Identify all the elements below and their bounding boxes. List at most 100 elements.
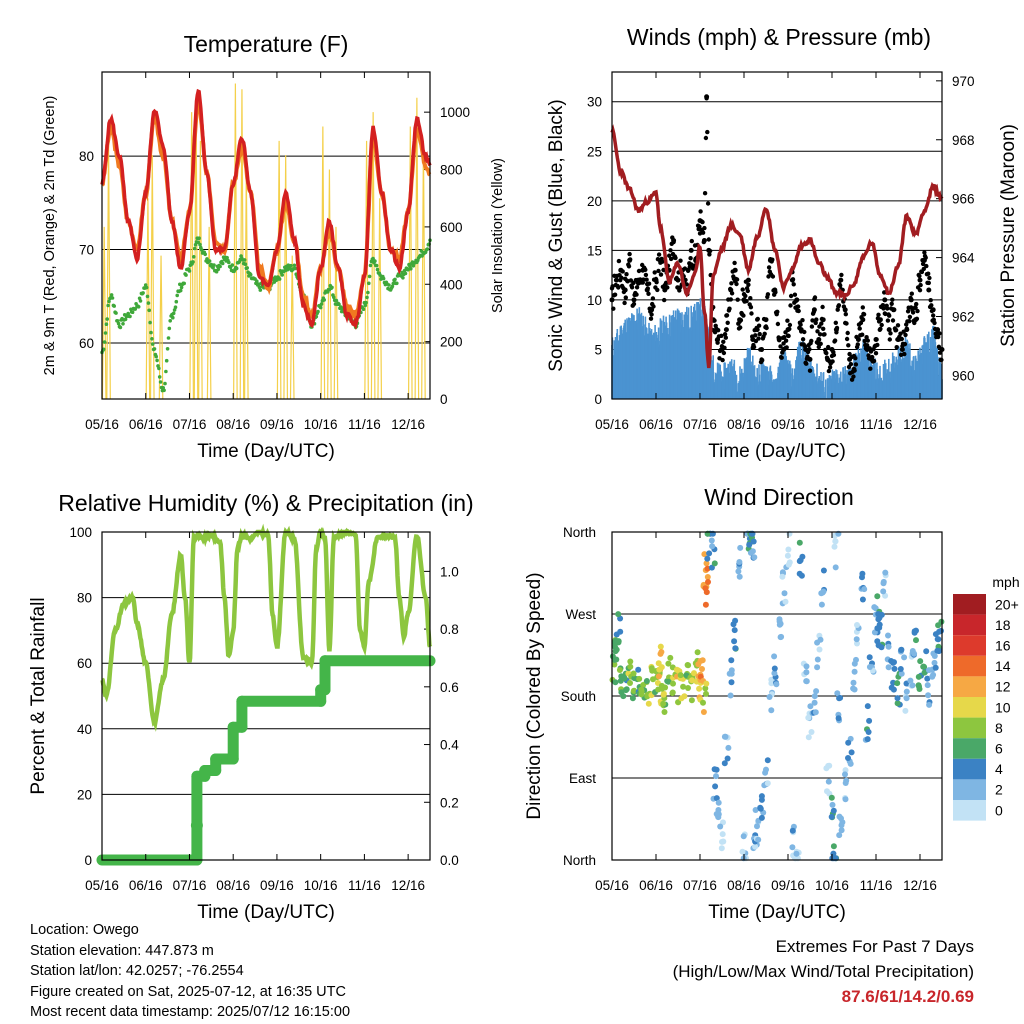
- solar-spike: [145, 198, 151, 400]
- dewpoint-point: [171, 315, 175, 320]
- dewpoint-point: [118, 325, 123, 330]
- dewpoint-point: [171, 311, 176, 316]
- direction-point: [935, 636, 942, 643]
- direction-point: [612, 679, 619, 686]
- direction-point: [843, 777, 850, 784]
- dewpoint-point: [168, 319, 172, 323]
- dewpoint-point: [242, 258, 247, 262]
- dewpoint-point: [390, 284, 395, 289]
- direction-point: [938, 627, 944, 634]
- legend-swatch: [953, 594, 986, 615]
- gust-point: [873, 337, 879, 342]
- gust-point: [820, 304, 825, 310]
- x-tick-label: 07/16: [173, 417, 207, 432]
- direction-point: [731, 638, 738, 645]
- direction-point: [921, 669, 928, 676]
- gust-point: [697, 218, 703, 224]
- x-axis-label: Time (Day/UTC): [197, 902, 335, 923]
- dewpoint-point: [371, 256, 375, 261]
- gust-point: [930, 307, 936, 313]
- direction-point: [903, 688, 910, 695]
- gust-point: [750, 337, 756, 342]
- gust-point: [877, 317, 883, 323]
- y-tick-label-left: 20: [587, 194, 602, 209]
- gust-point: [853, 362, 859, 367]
- x-tick-label: 07/16: [683, 417, 717, 432]
- gust-point: [753, 333, 758, 338]
- direction-point: [814, 656, 821, 663]
- solar-spike: [101, 226, 107, 400]
- direction-point: [796, 539, 803, 546]
- x-tick-label: 12/16: [903, 417, 937, 432]
- gust-point: [782, 335, 787, 340]
- dewpoint-point: [367, 281, 371, 286]
- dewpoint-point: [193, 242, 198, 247]
- y-axis-label-right: Solar Insolation (Yellow): [490, 158, 506, 313]
- gust-point: [893, 327, 899, 333]
- direction-point: [758, 814, 765, 821]
- gust-point: [868, 366, 873, 371]
- direction-point: [627, 663, 634, 670]
- legend-label: 4: [995, 761, 1003, 777]
- direction-point: [878, 644, 885, 651]
- gust-point: [845, 330, 850, 336]
- solar-spike: [289, 255, 295, 400]
- gust-point: [783, 338, 789, 343]
- gust-point: [851, 374, 856, 379]
- gust-point: [667, 253, 672, 258]
- gust-point: [748, 296, 753, 301]
- legend-label: 8: [995, 720, 1003, 736]
- direction-point: [755, 836, 762, 843]
- dewpoint-point: [155, 358, 159, 363]
- dewpoint-point: [112, 304, 116, 308]
- gust-point: [719, 333, 724, 338]
- gust-point: [833, 327, 839, 333]
- dewpoint-point: [105, 317, 109, 321]
- direction-point: [677, 672, 684, 679]
- dewpoint-point: [145, 294, 150, 299]
- dewpoint-point: [401, 276, 405, 280]
- direction-point: [709, 543, 716, 550]
- gust-point: [631, 297, 637, 303]
- x-tick-label: 08/16: [216, 417, 250, 432]
- gust-point: [937, 331, 942, 336]
- direction-point: [680, 683, 687, 690]
- direction-point: [657, 643, 664, 650]
- gust-point: [864, 335, 869, 340]
- extremes-title: Extremes For Past 7 Days: [775, 937, 974, 956]
- gust-point: [728, 297, 733, 302]
- direction-point: [888, 684, 895, 691]
- chart-title: Winds (mph) & Pressure (mb): [627, 24, 931, 50]
- gust-point: [697, 224, 702, 229]
- direction-point: [635, 666, 642, 673]
- direction-point: [923, 648, 930, 655]
- direction-point: [629, 695, 636, 702]
- legend-swatch: [953, 676, 986, 697]
- dewpoint-point: [316, 309, 320, 314]
- direction-point: [611, 661, 618, 668]
- direction-point: [891, 665, 898, 672]
- gust-point: [825, 356, 831, 362]
- gust-point: [765, 292, 771, 297]
- gust-point: [646, 281, 652, 286]
- gust-point: [719, 347, 725, 352]
- dewpoint-point: [234, 266, 239, 271]
- direction-point: [818, 601, 825, 608]
- direction-points: [609, 530, 945, 862]
- direction-point: [779, 573, 786, 580]
- x-tick-label: 09/16: [260, 878, 294, 893]
- solar-spike: [198, 140, 203, 400]
- gust-point: [813, 320, 818, 326]
- gust-point: [826, 344, 831, 350]
- gust-point: [921, 257, 927, 263]
- dewpoint-point: [150, 337, 154, 341]
- direction-point: [736, 573, 743, 580]
- gust-point: [819, 321, 824, 326]
- dewpoint-point: [163, 381, 167, 386]
- gust-point: [886, 327, 892, 333]
- y-tick-label-right: 0.2: [440, 795, 459, 810]
- gust-point: [787, 322, 793, 328]
- direction-point: [789, 844, 796, 851]
- direction-point: [803, 678, 810, 685]
- direction-point: [622, 687, 629, 694]
